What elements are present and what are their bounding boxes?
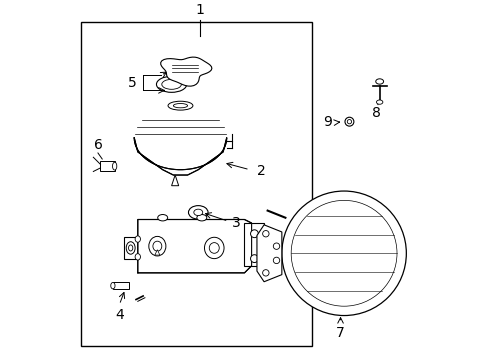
Polygon shape — [244, 223, 264, 266]
Text: 3: 3 — [232, 216, 240, 230]
Ellipse shape — [262, 230, 268, 237]
Ellipse shape — [112, 162, 117, 170]
Bar — [81, 22, 311, 346]
Circle shape — [281, 191, 406, 315]
Ellipse shape — [110, 283, 115, 289]
Polygon shape — [123, 237, 138, 258]
Text: 2: 2 — [256, 165, 265, 179]
Ellipse shape — [197, 215, 206, 221]
Polygon shape — [138, 220, 251, 273]
Ellipse shape — [153, 241, 162, 251]
Polygon shape — [171, 175, 178, 186]
Ellipse shape — [135, 236, 140, 242]
Ellipse shape — [273, 257, 279, 264]
Ellipse shape — [376, 100, 382, 104]
Ellipse shape — [250, 230, 258, 238]
Text: 1: 1 — [195, 3, 204, 17]
Polygon shape — [134, 138, 226, 175]
Text: 8: 8 — [371, 106, 380, 120]
Bar — [100, 161, 114, 171]
Ellipse shape — [188, 206, 207, 219]
Ellipse shape — [375, 79, 383, 84]
Ellipse shape — [193, 209, 203, 216]
Ellipse shape — [250, 255, 258, 262]
Ellipse shape — [346, 120, 351, 124]
Ellipse shape — [162, 79, 181, 89]
Polygon shape — [161, 57, 211, 86]
Ellipse shape — [209, 243, 219, 253]
Text: 7: 7 — [335, 326, 344, 340]
Text: 6: 6 — [93, 138, 102, 152]
Ellipse shape — [173, 104, 187, 108]
Text: 4: 4 — [115, 309, 123, 323]
Ellipse shape — [156, 76, 186, 92]
Polygon shape — [155, 250, 160, 255]
Ellipse shape — [158, 215, 167, 221]
Ellipse shape — [344, 117, 353, 126]
Ellipse shape — [168, 101, 193, 110]
Polygon shape — [256, 225, 281, 282]
Text: 9: 9 — [322, 116, 331, 129]
Ellipse shape — [135, 254, 140, 260]
Ellipse shape — [126, 242, 135, 254]
Ellipse shape — [273, 243, 279, 249]
Bar — [113, 283, 129, 289]
Ellipse shape — [128, 245, 133, 251]
Ellipse shape — [204, 237, 224, 258]
Ellipse shape — [148, 237, 165, 256]
Text: 5: 5 — [128, 76, 137, 90]
Ellipse shape — [262, 270, 268, 276]
Circle shape — [290, 201, 396, 306]
